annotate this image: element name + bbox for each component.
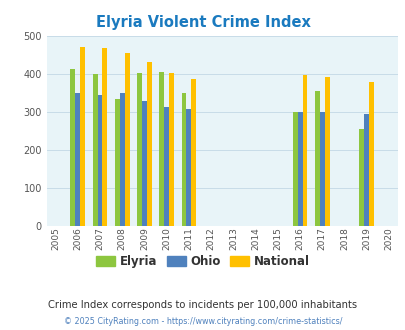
Bar xyxy=(102,49,107,226)
Bar xyxy=(97,95,102,226)
Text: Elyria Violent Crime Index: Elyria Violent Crime Index xyxy=(95,15,310,30)
Bar xyxy=(115,99,119,226)
Bar xyxy=(302,75,307,226)
Bar xyxy=(169,73,174,226)
Bar xyxy=(70,69,75,226)
Bar xyxy=(314,90,319,226)
Bar xyxy=(358,128,363,226)
Bar xyxy=(324,77,329,226)
Bar xyxy=(164,107,169,226)
Bar xyxy=(159,72,164,226)
Legend: Elyria, Ohio, National: Elyria, Ohio, National xyxy=(91,250,314,273)
Bar xyxy=(363,114,368,226)
Text: Crime Index corresponds to incidents per 100,000 inhabitants: Crime Index corresponds to incidents per… xyxy=(48,300,357,310)
Bar xyxy=(297,112,302,226)
Text: © 2025 CityRating.com - https://www.cityrating.com/crime-statistics/: © 2025 CityRating.com - https://www.city… xyxy=(64,317,341,326)
Bar xyxy=(80,47,85,226)
Bar xyxy=(191,79,196,226)
Bar xyxy=(147,62,151,226)
Bar xyxy=(75,93,80,226)
Bar xyxy=(368,82,373,226)
Bar xyxy=(181,93,186,226)
Bar xyxy=(119,93,124,226)
Bar xyxy=(92,74,97,226)
Bar xyxy=(124,53,129,226)
Bar xyxy=(292,112,297,226)
Bar xyxy=(142,101,147,226)
Bar xyxy=(137,73,142,226)
Bar xyxy=(186,109,191,226)
Bar xyxy=(319,112,324,226)
